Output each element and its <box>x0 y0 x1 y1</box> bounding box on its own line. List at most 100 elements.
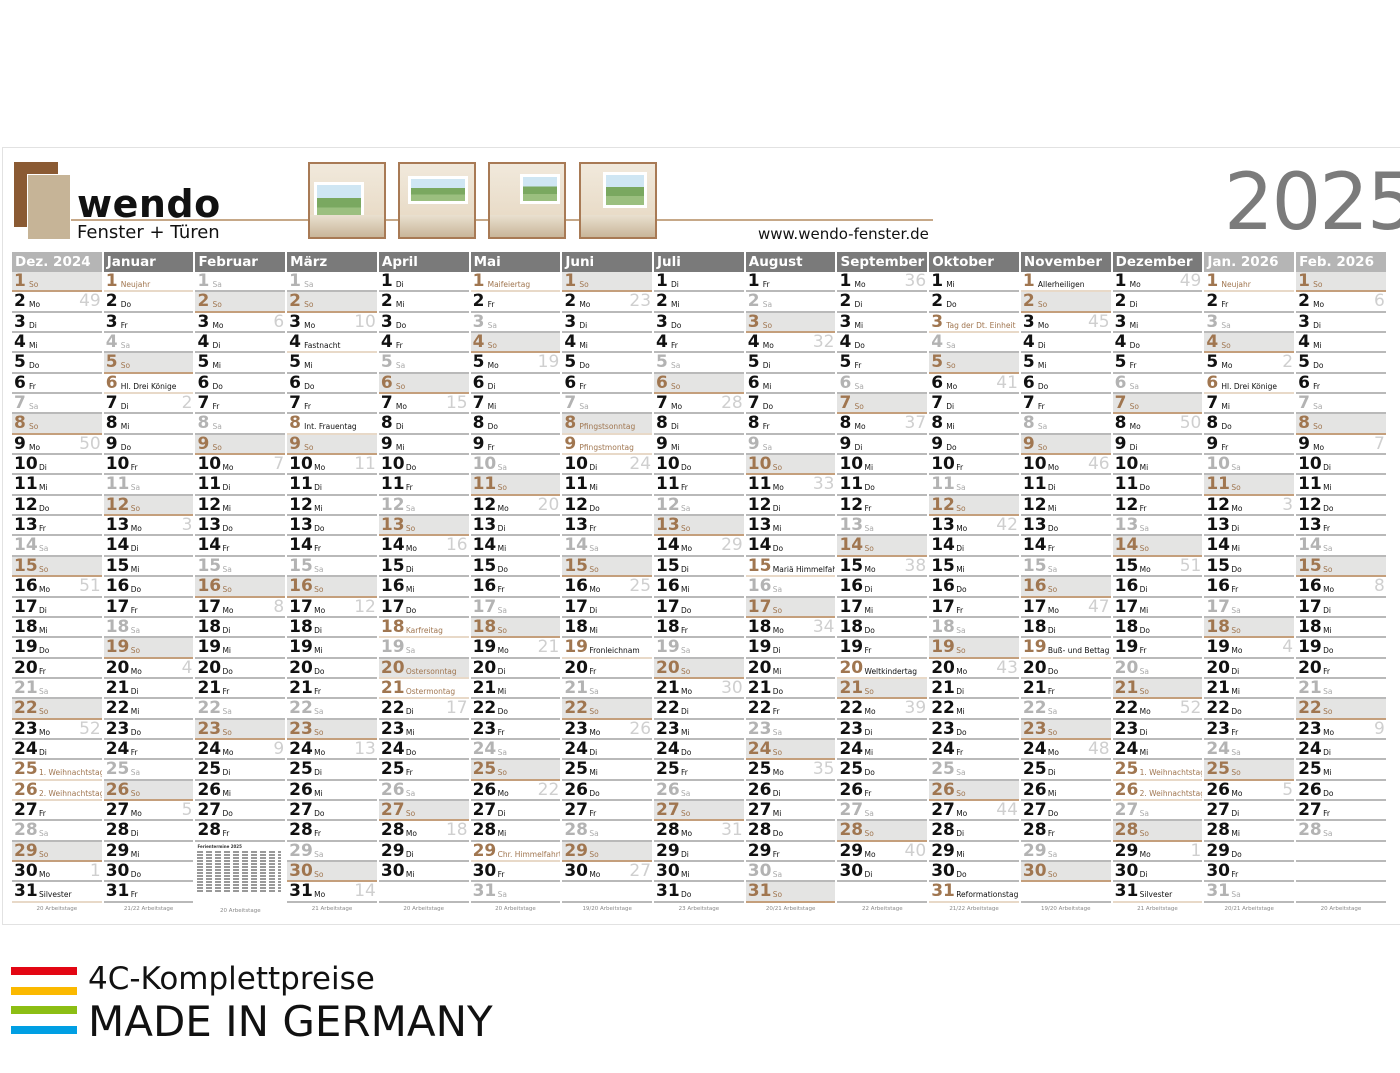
day-row[interactable]: 16 <box>745 577 836 598</box>
day-row[interactable]: 11 <box>195 475 286 496</box>
day-row[interactable]: 30 1 <box>12 862 102 883</box>
day-row[interactable]: 9 <box>470 435 561 456</box>
day-row[interactable]: 17 <box>1296 598 1386 618</box>
day-row[interactable]: 17 <box>470 598 561 618</box>
day-row[interactable]: 27 <box>470 801 561 822</box>
day-row[interactable]: 10 <box>1112 455 1203 476</box>
day-row[interactable]: 8 <box>929 414 1019 435</box>
day-row[interactable]: 16 25 <box>562 577 653 598</box>
day-row[interactable]: 21 <box>1204 679 1295 700</box>
day-row[interactable]: 5 <box>745 353 836 374</box>
day-row[interactable]: 4 <box>654 333 744 354</box>
day-row[interactable]: 1 <box>562 272 653 293</box>
day-row[interactable]: 12 <box>378 496 469 517</box>
day-row[interactable]: 7 <box>562 394 653 415</box>
day-row[interactable]: 3 45 <box>1020 313 1111 334</box>
day-row[interactable]: 20 <box>287 659 377 679</box>
day-row[interactable]: 14 <box>287 536 377 557</box>
day-row[interactable]: 17 <box>1204 598 1295 618</box>
day-row[interactable]: 30 <box>1020 861 1111 883</box>
day-row[interactable]: 25 <box>1296 760 1386 781</box>
day-row[interactable]: 29 <box>1020 842 1111 862</box>
day-row[interactable]: 16 <box>929 577 1019 598</box>
day-row[interactable]: 21 <box>837 678 928 700</box>
day-row[interactable]: 12 <box>103 495 194 517</box>
day-row[interactable]: 18 <box>195 618 286 639</box>
day-row[interactable]: 14 <box>1020 536 1111 557</box>
day-row[interactable]: 28 <box>470 821 561 842</box>
day-row[interactable]: 15 <box>287 557 377 578</box>
day-row[interactable]: 12 <box>745 496 836 517</box>
day-row[interactable]: 28 <box>745 821 836 842</box>
day-row[interactable]: 10 <box>745 455 836 476</box>
day-row[interactable]: 15 <box>929 557 1019 578</box>
day-row[interactable]: 4 <box>1020 333 1111 354</box>
day-row[interactable]: 13 <box>654 516 744 537</box>
day-row[interactable]: 22 <box>654 699 744 720</box>
day-row[interactable]: 28 <box>103 821 194 842</box>
day-row[interactable]: 28 18 <box>378 821 469 842</box>
day-row[interactable]: 19 <box>195 638 286 659</box>
day-row[interactable]: 26 <box>378 781 469 801</box>
day-row[interactable]: 28 <box>1112 821 1203 842</box>
day-row[interactable]: 21 Ostermontag <box>378 679 469 700</box>
day-row[interactable]: 29 <box>654 842 744 862</box>
day-row[interactable]: 3 <box>745 312 836 334</box>
day-row[interactable]: 5 19 <box>470 353 561 374</box>
day-row[interactable]: 28 <box>12 821 102 842</box>
day-row[interactable]: 21 <box>745 679 836 700</box>
day-row[interactable]: 5 <box>12 353 102 374</box>
day-row[interactable]: 4 <box>1112 333 1203 354</box>
day-row[interactable]: 30 27 <box>562 862 653 883</box>
day-row[interactable]: 3 <box>1296 313 1386 334</box>
day-row[interactable]: 2 <box>1112 292 1203 313</box>
day-row[interactable]: 22 52 <box>1112 699 1203 720</box>
day-row[interactable]: 1 <box>654 272 744 293</box>
day-row[interactable]: 3 <box>12 313 102 334</box>
day-row[interactable]: 18 <box>1296 618 1386 639</box>
day-row[interactable]: 1 <box>12 272 102 293</box>
day-row[interactable]: 17 8 <box>195 598 286 618</box>
day-row[interactable]: 3 10 <box>287 313 377 334</box>
day-row[interactable]: 12 3 <box>1204 496 1295 517</box>
day-row[interactable]: 10 <box>1296 455 1386 476</box>
day-row[interactable]: 20 <box>1204 659 1295 679</box>
day-row[interactable]: 17 <box>837 598 928 618</box>
day-row[interactable]: 14 <box>1296 536 1386 557</box>
day-row[interactable]: 31 <box>470 882 561 903</box>
day-row[interactable]: 24 <box>103 740 194 761</box>
day-row[interactable]: 17 <box>12 598 102 618</box>
day-row[interactable]: 8 37 <box>837 414 928 435</box>
day-row[interactable]: 6 <box>1112 374 1203 395</box>
day-row[interactable]: 31 Silvester <box>12 882 102 903</box>
day-row[interactable]: 26 2. Weihnachtstag <box>1112 781 1203 801</box>
day-row[interactable]: 23 <box>837 720 928 740</box>
day-row[interactable]: 16 <box>470 577 561 598</box>
day-row[interactable]: 27 <box>1296 801 1386 822</box>
day-row[interactable]: 3 Tag der Dt. Einheit <box>929 313 1019 334</box>
day-row[interactable]: 11 <box>1112 475 1203 496</box>
day-row[interactable]: 10 <box>837 455 928 476</box>
day-row[interactable]: 6 Hl. Drei Könige <box>1204 374 1295 395</box>
day-row[interactable]: 9 <box>378 435 469 456</box>
day-row[interactable]: 26 <box>1020 781 1111 801</box>
day-row[interactable]: 19 Fronleichnam <box>562 638 653 659</box>
day-row[interactable]: 19 <box>103 638 194 659</box>
day-row[interactable]: 16 <box>195 577 286 598</box>
day-row[interactable]: 22 <box>1204 699 1295 720</box>
day-row[interactable]: 16 <box>1020 577 1111 598</box>
day-row[interactable]: 26 <box>929 780 1019 801</box>
day-row[interactable]: 26 2. Weihnachtstag <box>12 781 102 801</box>
day-row[interactable]: 15 <box>195 557 286 578</box>
day-row[interactable]: 8 <box>654 414 744 435</box>
day-row[interactable]: 11 <box>12 475 102 496</box>
day-row[interactable]: 2 <box>837 292 928 313</box>
day-row[interactable]: 25 1. Weihnachtstag <box>1112 760 1203 781</box>
day-row[interactable]: 24 <box>12 740 102 761</box>
day-row[interactable]: 15 <box>103 557 194 578</box>
day-row[interactable]: 27 <box>287 801 377 822</box>
